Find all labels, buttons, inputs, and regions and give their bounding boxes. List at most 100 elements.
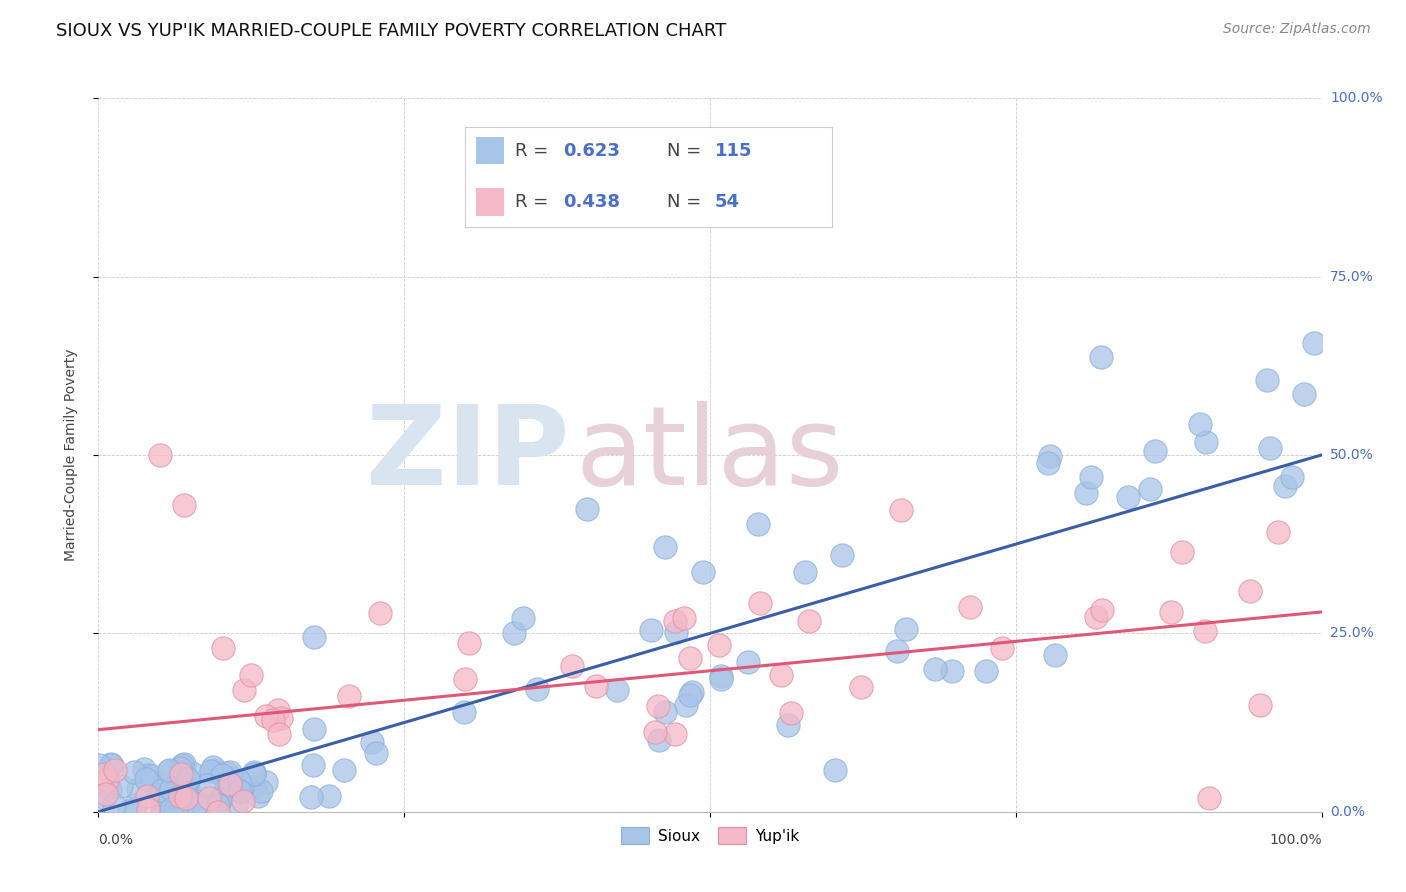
Point: [195, 778, 218, 792]
Point: [585, 679, 607, 693]
Point: [135, 789, 157, 804]
Point: [225, 798, 247, 813]
Point: [103, 798, 125, 813]
Point: [318, 789, 340, 804]
Point: [110, 779, 132, 793]
Point: [100, 756, 122, 771]
Point: [454, 672, 477, 686]
Point: [98, 781, 121, 796]
Point: [299, 790, 322, 805]
Point: [148, 787, 170, 801]
Point: [181, 766, 204, 780]
Point: [794, 565, 817, 579]
Text: Source: ZipAtlas.com: Source: ZipAtlas.com: [1223, 22, 1371, 37]
Point: [364, 746, 387, 760]
Point: [208, 793, 231, 807]
Point: [186, 797, 208, 812]
Text: 0.438: 0.438: [562, 193, 620, 211]
Point: [246, 789, 269, 803]
Point: [91, 789, 114, 804]
Text: R =: R =: [515, 193, 554, 211]
Point: [360, 735, 382, 749]
Point: [1303, 335, 1326, 350]
Point: [160, 802, 183, 816]
Point: [654, 705, 676, 719]
Point: [512, 611, 534, 625]
Point: [831, 548, 853, 562]
Point: [201, 760, 224, 774]
Point: [886, 644, 908, 658]
Point: [1274, 479, 1296, 493]
Point: [104, 764, 127, 778]
Point: [254, 709, 277, 723]
Point: [170, 766, 193, 780]
Point: [135, 772, 157, 786]
Point: [157, 764, 180, 778]
Point: [769, 668, 792, 682]
Point: [232, 794, 254, 808]
Point: [1090, 350, 1112, 364]
Point: [561, 659, 583, 673]
Text: R =: R =: [515, 142, 554, 160]
Point: [503, 625, 526, 640]
Point: [198, 790, 221, 805]
Point: [134, 762, 156, 776]
Point: [941, 665, 963, 679]
Point: [243, 780, 266, 795]
Point: [152, 789, 174, 804]
Point: [780, 706, 803, 721]
Point: [1256, 372, 1278, 386]
Point: [679, 689, 702, 703]
Text: 0.0%: 0.0%: [1330, 805, 1365, 819]
Point: [1267, 525, 1289, 540]
Point: [1076, 486, 1098, 500]
Point: [959, 599, 981, 614]
Point: [664, 624, 686, 639]
Text: atlas: atlas: [575, 401, 844, 508]
Bar: [477, 136, 503, 164]
Point: [647, 698, 669, 713]
Point: [457, 636, 479, 650]
Point: [122, 764, 145, 779]
Legend: Sioux, Yup'ik: Sioux, Yup'ik: [614, 821, 806, 850]
Point: [1292, 387, 1315, 401]
Point: [200, 764, 222, 778]
Point: [1171, 545, 1194, 559]
Point: [1281, 470, 1303, 484]
Point: [1249, 698, 1271, 712]
Point: [269, 727, 291, 741]
Point: [1038, 456, 1060, 470]
Point: [747, 517, 769, 532]
Point: [167, 771, 190, 785]
Text: 100.0%: 100.0%: [1330, 91, 1382, 105]
Point: [1039, 449, 1062, 463]
Point: [337, 689, 360, 703]
Point: [1188, 417, 1211, 431]
Point: [118, 805, 141, 819]
Point: [851, 681, 873, 695]
Point: [682, 685, 704, 699]
Point: [1198, 790, 1220, 805]
Point: [212, 641, 235, 656]
Text: 54: 54: [714, 193, 740, 211]
Point: [231, 780, 253, 795]
Point: [302, 758, 325, 772]
Point: [214, 783, 236, 797]
Point: [211, 768, 233, 782]
Point: [1160, 605, 1182, 619]
Point: [228, 774, 250, 789]
Point: [990, 641, 1012, 656]
Text: 25.0%: 25.0%: [1330, 626, 1374, 640]
Point: [207, 798, 229, 813]
Point: [221, 771, 243, 785]
Point: [648, 733, 671, 747]
Text: ZIP: ZIP: [366, 401, 569, 508]
Point: [896, 622, 918, 636]
Point: [1080, 470, 1102, 484]
Text: 0.623: 0.623: [562, 142, 620, 160]
Point: [177, 774, 200, 789]
Point: [177, 781, 200, 796]
Point: [262, 713, 284, 727]
Point: [180, 793, 202, 807]
Point: [96, 773, 118, 788]
